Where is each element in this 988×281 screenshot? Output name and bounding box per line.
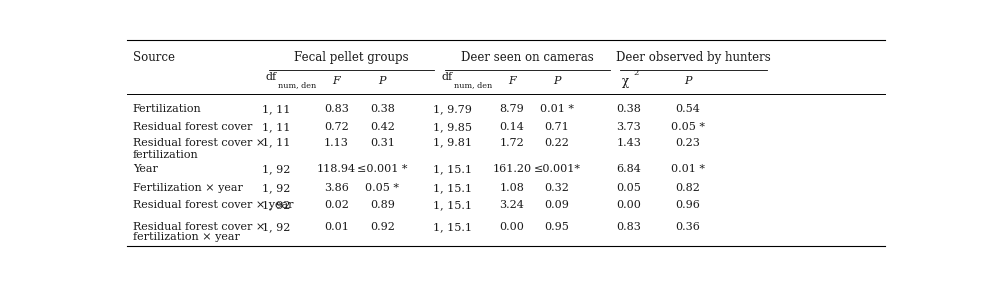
Text: 0.00: 0.00 [499, 222, 525, 232]
Text: Fecal pellet groups: Fecal pellet groups [294, 51, 409, 64]
Text: 0.42: 0.42 [370, 122, 395, 132]
Text: 0.83: 0.83 [324, 105, 349, 114]
Text: fertilization × year: fertilization × year [132, 232, 239, 242]
Text: 0.89: 0.89 [370, 200, 395, 210]
Text: 1, 9.79: 1, 9.79 [434, 105, 472, 114]
Text: num, den: num, den [279, 82, 316, 90]
Text: 0.01 *: 0.01 * [671, 164, 704, 174]
Text: 161.20: 161.20 [492, 164, 532, 174]
Text: 0.38: 0.38 [370, 105, 395, 114]
Text: df: df [265, 72, 277, 82]
Text: 1, 9.85: 1, 9.85 [434, 122, 472, 132]
Text: 1.43: 1.43 [617, 138, 641, 148]
Text: 0.05: 0.05 [617, 183, 641, 193]
Text: 6.84: 6.84 [617, 164, 641, 174]
Text: 1, 92: 1, 92 [263, 183, 290, 193]
Text: Source: Source [132, 51, 175, 64]
Text: fertilization: fertilization [132, 150, 199, 160]
Text: 0.02: 0.02 [324, 200, 349, 210]
Text: 0.72: 0.72 [324, 122, 349, 132]
Text: P: P [684, 76, 692, 86]
Text: 3.86: 3.86 [324, 183, 349, 193]
Text: 0.31: 0.31 [370, 138, 395, 148]
Text: 1, 15.1: 1, 15.1 [434, 183, 472, 193]
Text: 0.01: 0.01 [324, 222, 349, 232]
Text: 0.95: 0.95 [544, 222, 569, 232]
Text: Fertilization: Fertilization [132, 105, 202, 114]
Text: 0.54: 0.54 [676, 105, 700, 114]
Text: 0.96: 0.96 [676, 200, 700, 210]
Text: Fertilization × year: Fertilization × year [132, 183, 243, 193]
Text: 0.92: 0.92 [370, 222, 395, 232]
Text: 0.23: 0.23 [676, 138, 700, 148]
Text: df: df [442, 72, 453, 82]
Text: 1, 15.1: 1, 15.1 [434, 164, 472, 174]
Text: Residual forest cover ×: Residual forest cover × [132, 222, 265, 232]
Text: 1.13: 1.13 [324, 138, 349, 148]
Text: P: P [553, 76, 560, 86]
Text: 1, 92: 1, 92 [263, 222, 290, 232]
Text: 0.09: 0.09 [544, 200, 569, 210]
Text: Residual forest cover ×: Residual forest cover × [132, 138, 265, 148]
Text: 0.14: 0.14 [499, 122, 525, 132]
Text: 0.32: 0.32 [544, 183, 569, 193]
Text: 0.36: 0.36 [676, 222, 700, 232]
Text: 0.05 *: 0.05 * [671, 122, 704, 132]
Text: 118.94: 118.94 [317, 164, 356, 174]
Text: Deer observed by hunters: Deer observed by hunters [616, 51, 771, 64]
Text: 1, 15.1: 1, 15.1 [434, 200, 472, 210]
Text: 0.71: 0.71 [544, 122, 569, 132]
Text: 1, 11: 1, 11 [263, 138, 290, 148]
Text: χ: χ [621, 75, 628, 88]
Text: Year: Year [132, 164, 157, 174]
Text: 1, 11: 1, 11 [263, 122, 290, 132]
Text: 1.08: 1.08 [499, 183, 525, 193]
Text: 3.73: 3.73 [617, 122, 641, 132]
Text: 0.83: 0.83 [617, 222, 641, 232]
Text: 0.05 *: 0.05 * [366, 183, 399, 193]
Text: 8.79: 8.79 [499, 105, 524, 114]
Text: F: F [508, 76, 516, 86]
Text: 1, 11: 1, 11 [263, 105, 290, 114]
Text: Deer seen on cameras: Deer seen on cameras [461, 51, 594, 64]
Text: ≤0.001 *: ≤0.001 * [357, 164, 408, 174]
Text: Residual forest cover: Residual forest cover [132, 122, 252, 132]
Text: 0.22: 0.22 [544, 138, 569, 148]
Text: 1.72: 1.72 [499, 138, 524, 148]
Text: 1, 92: 1, 92 [263, 164, 290, 174]
Text: 0.01 *: 0.01 * [539, 105, 574, 114]
Text: Residual forest cover × year: Residual forest cover × year [132, 200, 293, 210]
Text: 1, 92: 1, 92 [263, 200, 290, 210]
Text: F: F [333, 76, 340, 86]
Text: 1, 15.1: 1, 15.1 [434, 222, 472, 232]
Text: 0.82: 0.82 [676, 183, 700, 193]
Text: 1, 9.81: 1, 9.81 [434, 138, 472, 148]
Text: 2: 2 [634, 69, 639, 77]
Text: 3.24: 3.24 [499, 200, 525, 210]
Text: 0.38: 0.38 [617, 105, 641, 114]
Text: ≤0.001*: ≤0.001* [534, 164, 580, 174]
Text: 0.00: 0.00 [617, 200, 641, 210]
Text: num, den: num, den [454, 82, 493, 90]
Text: P: P [378, 76, 386, 86]
